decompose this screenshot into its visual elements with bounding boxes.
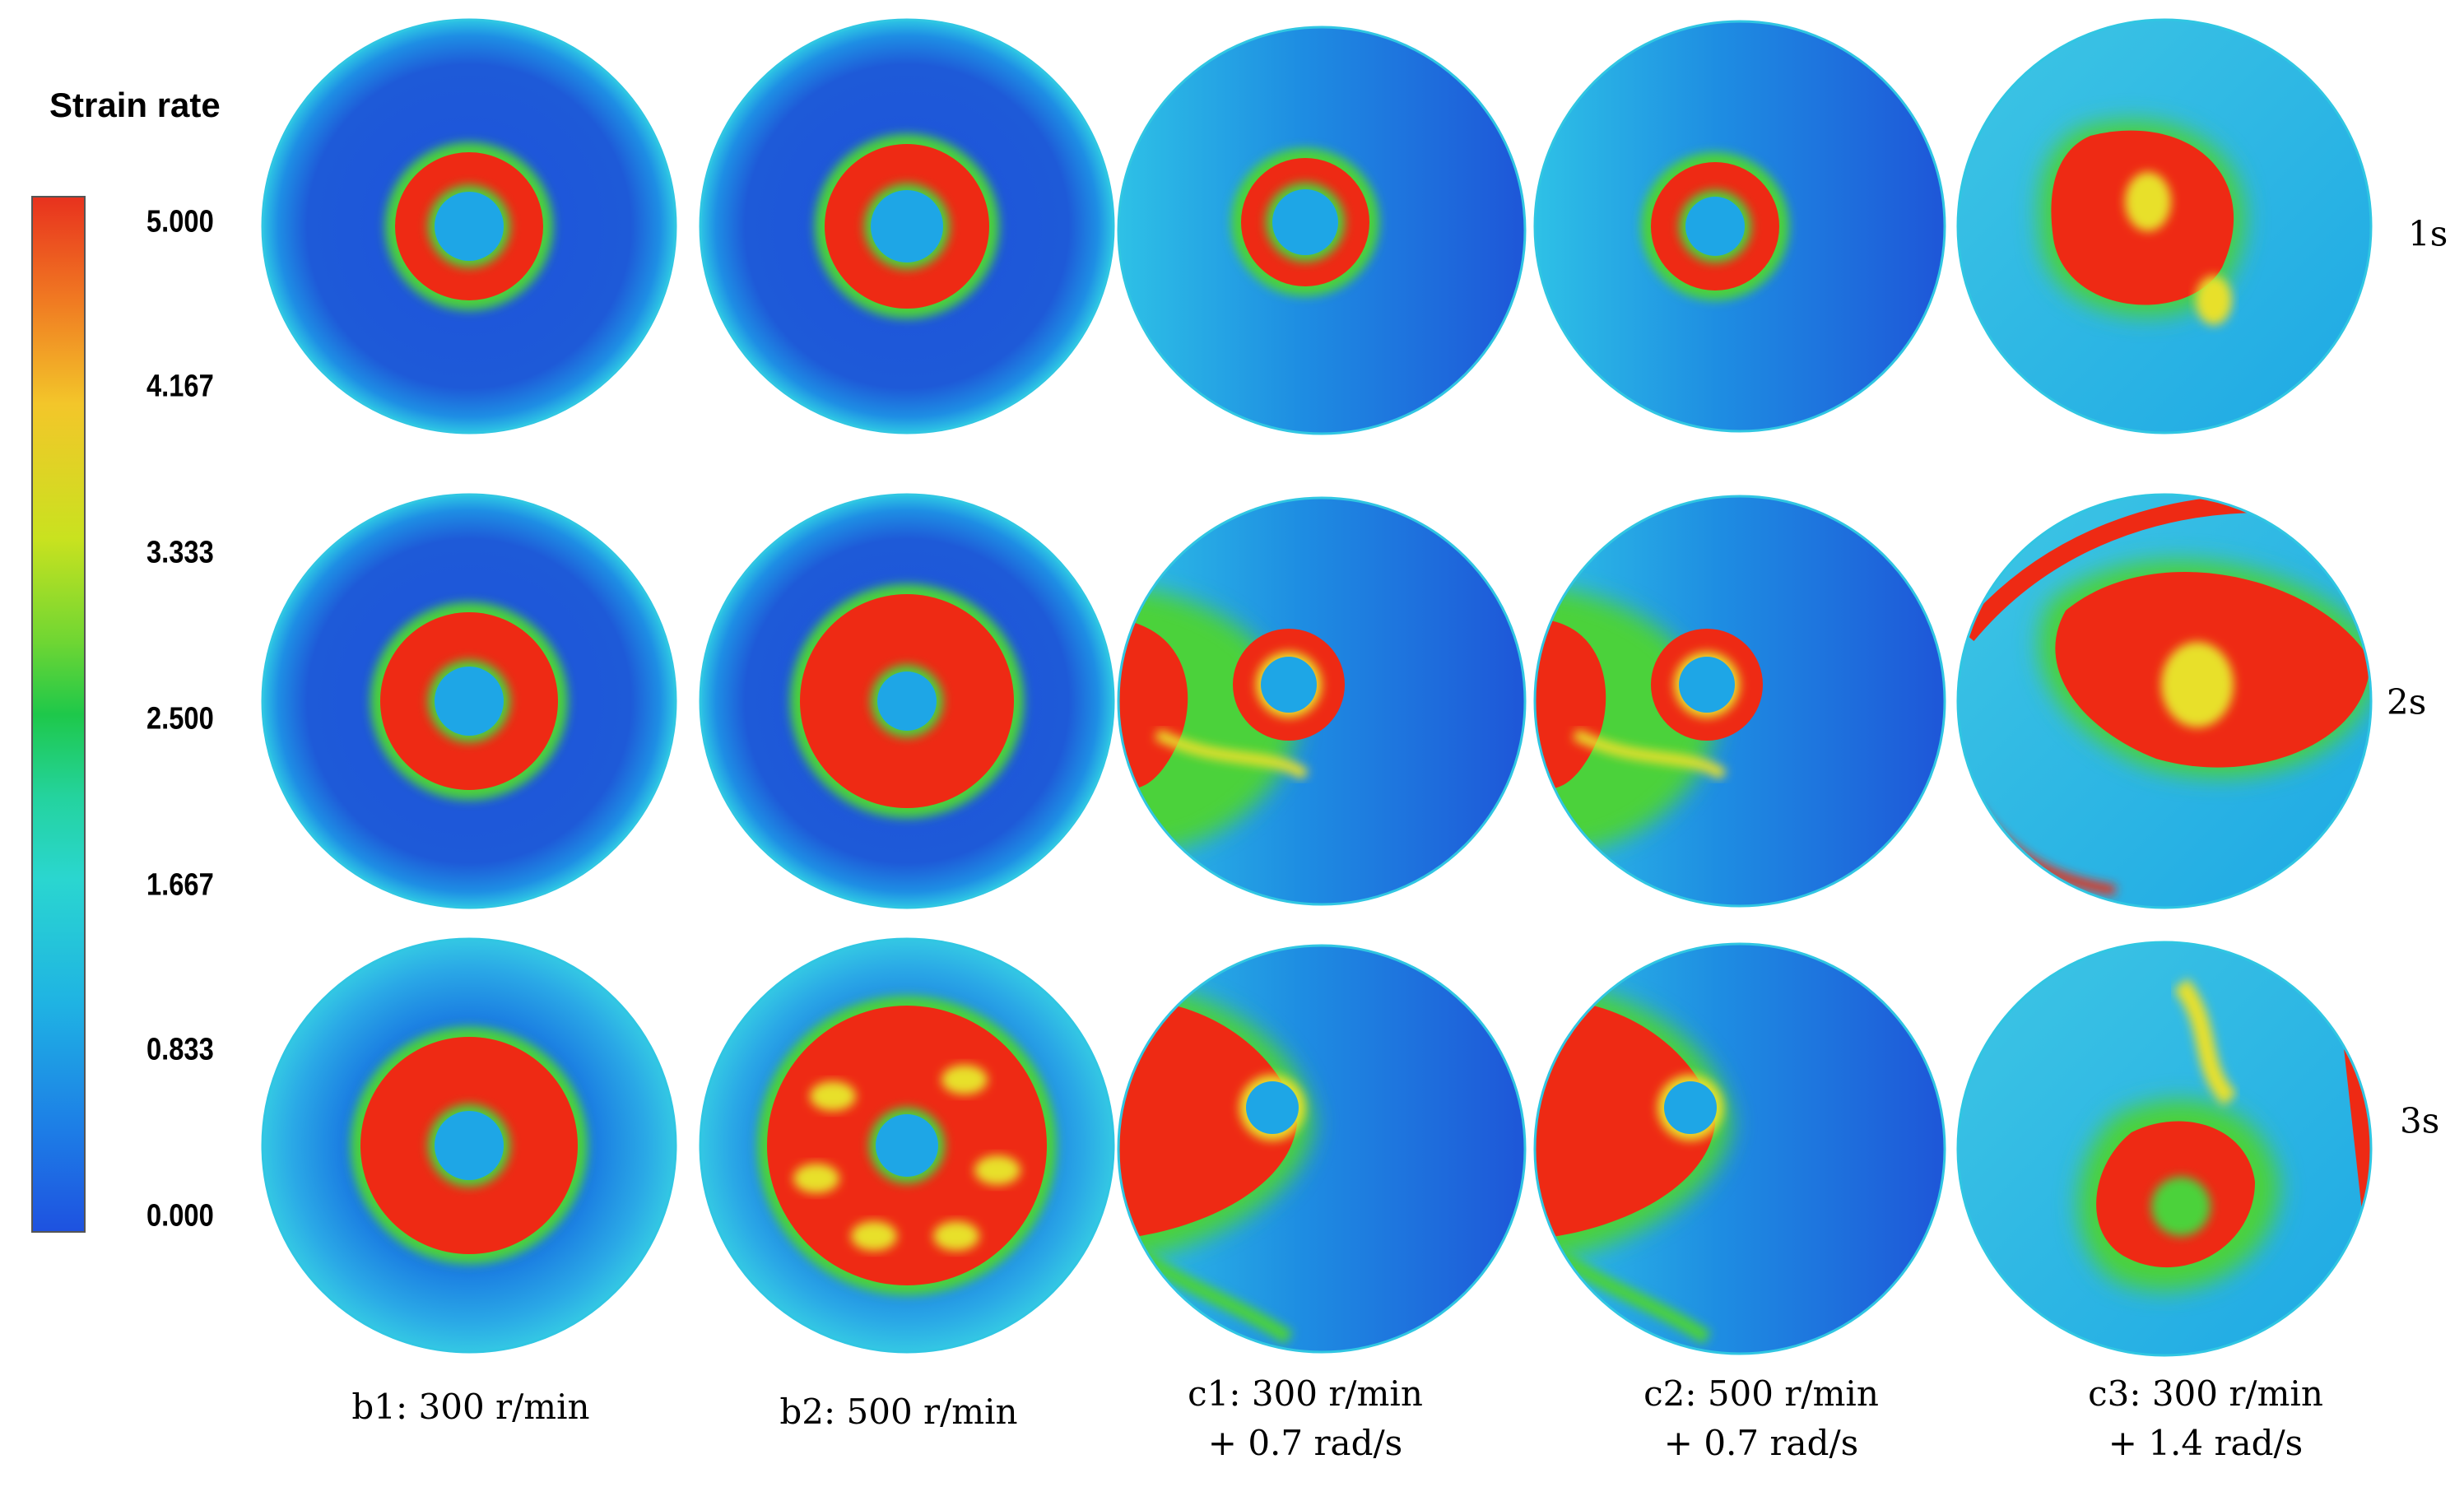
column-label-b2: b2: 500 r/min <box>709 1387 1088 1437</box>
time-label-2s: 2s <box>2387 681 2427 723</box>
disk-b2-2s <box>699 493 1115 909</box>
colorbar <box>31 196 86 1233</box>
disk-c3-2s <box>1956 493 2373 909</box>
legend-tick-4167: 4.167 <box>146 369 214 404</box>
disk-c3-1s <box>1956 18 2373 434</box>
column-label-c1: c1: 300 r/min + 0.7 rad/s <box>1116 1369 1495 1468</box>
disk-b1-1s <box>261 18 677 434</box>
disk-c2-2s <box>1533 495 1946 908</box>
disk-b1-3s <box>261 937 677 1354</box>
time-label-3s: 3s <box>2400 1100 2440 1141</box>
column-label-b1: b1: 300 r/min <box>281 1382 660 1432</box>
legend-tick-5000: 5.000 <box>146 204 214 239</box>
disk-c1-1s <box>1117 26 1527 435</box>
column-label-c1-line2: + 0.7 rad/s <box>1207 1423 1403 1463</box>
disk-b2-3s <box>699 937 1115 1354</box>
disk-b1-2s <box>261 493 677 909</box>
time-label-1s: 1s <box>2408 213 2448 254</box>
legend-tick-1667: 1.667 <box>146 867 214 903</box>
column-label-c1-line1: c1: 300 r/min <box>1188 1373 1423 1414</box>
column-label-c2-line2: + 0.7 rad/s <box>1663 1423 1859 1463</box>
legend-tick-3333: 3.333 <box>146 535 214 570</box>
column-label-c2-line1: c2: 500 r/min <box>1643 1373 1879 1414</box>
column-label-c3: c3: 300 r/min + 1.4 rad/s <box>2016 1369 2395 1468</box>
disk-c1-2s <box>1117 496 1527 906</box>
legend-title: Strain rate <box>49 86 221 124</box>
legend-tick-2500: 2.500 <box>146 701 214 737</box>
column-label-b2-line1: b2: 500 r/min <box>779 1392 1018 1432</box>
disk-c2-3s <box>1533 942 1946 1355</box>
disk-b2-1s <box>699 18 1115 434</box>
disk-c2-1s <box>1533 20 1946 433</box>
column-label-b1-line1: b1: 300 r/min <box>351 1387 590 1427</box>
column-label-c3-line1: c3: 300 r/min <box>2088 1373 2323 1414</box>
column-label-c2: c2: 500 r/min + 0.7 rad/s <box>1572 1369 1950 1468</box>
column-label-c3-line2: + 1.4 rad/s <box>2108 1423 2304 1463</box>
disk-c3-3s <box>1956 941 2373 1357</box>
legend-tick-0000: 0.000 <box>146 1198 214 1234</box>
disk-c1-3s <box>1117 944 1527 1354</box>
legend-tick-0833: 0.833 <box>146 1032 214 1067</box>
